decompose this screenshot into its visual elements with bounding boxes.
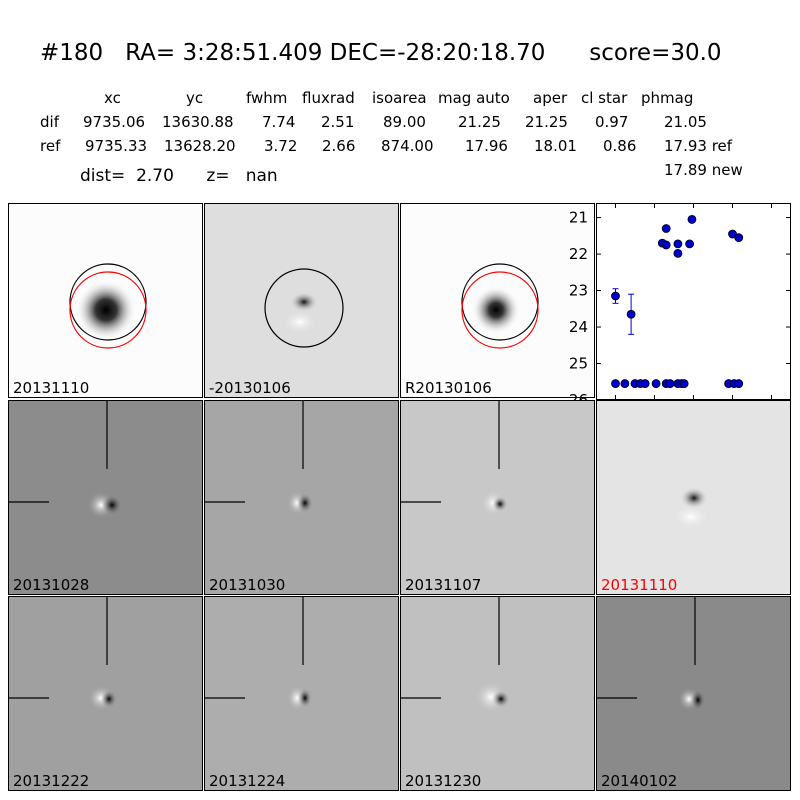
dist-line: dist= 2.70 z= nan: [80, 166, 278, 186]
panel-date: 20131110: [601, 576, 678, 594]
panel-date: 20131110: [13, 379, 90, 397]
col-header: aper: [533, 89, 568, 107]
data-point: [640, 379, 650, 388]
table-cell: 3.72: [264, 137, 298, 155]
stamp-panel: 20131224: [204, 596, 399, 791]
table-cell: 17.96: [465, 137, 508, 155]
new-mag: 17.89 new: [664, 161, 743, 179]
data-point: [651, 379, 661, 388]
diff-image: [673, 487, 709, 529]
data-point: [661, 224, 671, 233]
dipole-image: [401, 401, 508, 516]
panel-date: 20131224: [209, 772, 286, 790]
stamp-panel: 20131028: [8, 400, 203, 595]
table-cell: 874.00: [381, 137, 434, 155]
stamp-panel: 20131230: [400, 596, 595, 791]
y-tick-label: 21: [569, 209, 588, 227]
row-label: ref: [40, 137, 61, 155]
data-point: [665, 379, 675, 388]
dipole-image: [9, 597, 117, 711]
y-tick-label: 22: [569, 245, 588, 263]
data-point: [673, 248, 683, 258]
y-tick-label: 24: [569, 318, 588, 336]
stamp-panel: 20140102: [596, 596, 791, 791]
aperture-ring: [69, 263, 147, 341]
stamp-panel: 20131110: [8, 203, 203, 398]
panel-date: 20131028: [13, 576, 90, 594]
col-header: yc: [186, 89, 204, 107]
data-point: [734, 233, 744, 243]
lightcurve-plot: 212223242526-100-50050100: [569, 203, 791, 423]
dipole-image: [205, 401, 313, 515]
data-point: [679, 379, 689, 388]
data-point: [661, 240, 671, 250]
stamp-panel: 20131110: [596, 400, 791, 595]
table-cell: 9735.06: [83, 113, 146, 131]
dipole-image: [9, 401, 122, 519]
col-header: xc: [104, 89, 121, 107]
data-point: [626, 309, 636, 319]
ref-ring: [461, 271, 539, 349]
panel-date: 20131030: [209, 576, 286, 594]
plot-frame: [596, 203, 791, 400]
dipole-image: [401, 597, 510, 713]
col-header: mag auto: [438, 89, 510, 107]
table-cell: 13630.88: [162, 113, 234, 131]
data-point: [685, 239, 694, 249]
stamp-panel: 20131222: [8, 596, 203, 791]
col-header: cl star: [581, 89, 628, 107]
lightcurve-svg: 212223242526-100-50050100: [569, 203, 791, 423]
table-cell: 9735.33: [85, 137, 148, 155]
table-cell: 7.74: [262, 113, 296, 131]
data-point: [620, 379, 630, 388]
stamp-panel: 20131030: [204, 400, 399, 595]
page-title: #180 RA= 3:28:51.409 DEC=-28:20:18.70 sc…: [40, 40, 722, 66]
aperture-ring: [461, 263, 539, 341]
table-cell: 89.00: [383, 113, 426, 131]
table-cell: 17.93 ref: [664, 137, 733, 155]
panel-date: 20140102: [601, 772, 678, 790]
data-point: [687, 215, 697, 224]
table-cell: 0.97: [595, 113, 629, 131]
dipole-image: [597, 597, 705, 711]
aperture-ring: [264, 268, 344, 348]
diff-image: [264, 268, 344, 348]
panel-date: -20130106: [209, 379, 291, 397]
panel-date: 20131222: [13, 772, 90, 790]
ref-image: [69, 263, 147, 349]
stamp-panel: -20130106: [204, 203, 399, 398]
stamp-panel: 20131107: [400, 400, 595, 595]
row-label: dif: [40, 113, 59, 131]
y-tick-label: 25: [569, 355, 588, 373]
panel-date: 20131107: [405, 576, 482, 594]
table-cell: 21.05: [664, 113, 707, 131]
dipole-image: [205, 597, 312, 711]
data-point: [611, 291, 620, 301]
data-point: [673, 239, 683, 249]
panel-date: 20131230: [405, 772, 482, 790]
table-cell: 21.25: [458, 113, 501, 131]
data-point: [611, 379, 620, 388]
col-header: fluxrad: [302, 89, 355, 107]
ref-ring: [69, 271, 147, 349]
data-point: [734, 379, 744, 388]
table-cell: 13628.20: [164, 137, 236, 155]
table-cell: 21.25: [525, 113, 568, 131]
stamp-panel: R20130106: [400, 203, 595, 398]
table-cell: 2.66: [322, 137, 356, 155]
ref-image: [461, 263, 539, 349]
panel-date: R20130106: [405, 379, 492, 397]
table-cell: 0.86: [603, 137, 637, 155]
table-cell: 2.51: [321, 113, 355, 131]
col-header: phmag: [641, 89, 694, 107]
y-tick-label: 23: [569, 282, 588, 300]
table-cell: 18.01: [534, 137, 577, 155]
col-header: isoarea: [372, 89, 427, 107]
col-header: fwhm: [246, 89, 288, 107]
